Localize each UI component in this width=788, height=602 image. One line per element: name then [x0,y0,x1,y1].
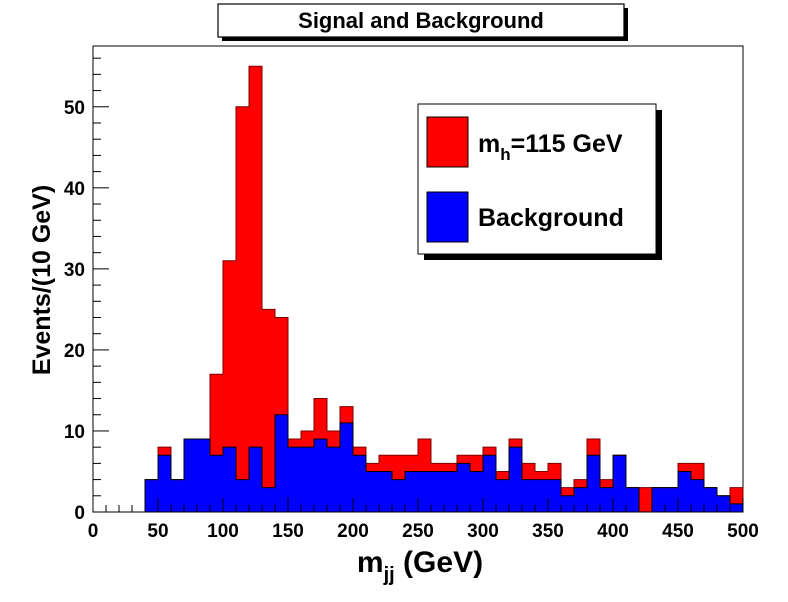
signal-bar [236,106,249,513]
background-bar [184,439,197,512]
background-bars [145,414,743,512]
x-tick-label: 450 [662,521,694,542]
title-box: Signal and Background [217,3,628,41]
background-bar [392,479,405,512]
background-bar [444,471,457,512]
background-bar [301,447,314,512]
background-bar [353,455,366,512]
x-tick-label: 350 [532,521,564,542]
legend: mh=115 GeV Background [417,103,662,260]
background-bar [717,495,730,512]
x-tick-label: 250 [402,521,434,542]
y-tick-label: 20 [64,341,85,362]
legend-label-signal-main: m [478,130,500,158]
background-bar [405,471,418,512]
title-box-frame [217,3,625,38]
background-bar [340,422,353,512]
background-bar [145,479,158,512]
background-bar [418,471,431,512]
background-bar [691,479,704,512]
x-tick-label: 400 [597,521,629,542]
x-axis-label-subscript: jj [383,564,395,586]
background-bar [327,447,340,512]
legend-swatch-background [426,191,469,243]
x-tick-label: 200 [337,521,369,542]
x-tick-label: 50 [147,521,168,542]
y-axis-label: Events/(10 GeV) [28,185,56,375]
y-tick-label: 0 [74,503,85,524]
background-bar [665,487,678,512]
y-axis: 0 10 20 30 40 50 [64,46,109,524]
x-tick-label: 100 [207,521,239,542]
background-bar [496,479,509,512]
background-bar [275,414,288,512]
x-axis-label-main: m [357,546,384,579]
y-tick-label: 30 [64,260,85,281]
legend-label-signal-subscript: h [500,145,510,164]
x-axis-label: mjj (GeV) [357,546,483,586]
background-bar [535,479,548,512]
background-bar [236,479,249,512]
signal-bar [262,309,275,512]
y-tick-label: 10 [64,422,85,443]
x-tick-label: 0 [88,521,99,542]
x-tick-label: 300 [467,521,499,542]
y-tick-label: 40 [64,179,85,200]
background-bar [704,487,717,512]
legend-label-signal: mh=115 GeV [478,130,623,164]
background-bar [223,447,236,512]
background-bar [509,447,522,512]
chart-title: Signal and Background [298,8,544,33]
background-bar [379,471,392,512]
background-bar [431,471,444,512]
background-bar [197,439,210,512]
background-bar [730,503,743,512]
background-bar [158,455,171,512]
background-bar [249,447,262,512]
background-bar [613,455,626,512]
background-bar [366,471,379,512]
background-bar [483,455,496,512]
background-bar [288,447,301,512]
background-bar [678,471,691,512]
background-bar [470,471,483,512]
background-bar [626,487,639,512]
x-axis: 0 50 100 150 200 250 300 350 400 450 500 [88,498,759,542]
x-tick-label: 150 [272,521,304,542]
background-bar [522,479,535,512]
legend-swatch-signal [426,116,469,168]
background-bar [600,487,613,512]
background-bar [652,487,665,512]
x-tick-label: 500 [727,521,759,542]
legend-label-background: Background [478,204,624,232]
background-bar [587,455,600,512]
background-bar [171,479,184,512]
signal-bar [639,487,652,512]
background-bar [314,439,327,512]
signal-bar [249,66,262,513]
legend-label-signal-rest: =115 GeV [511,130,623,158]
background-bar [561,495,574,512]
background-bar [262,487,275,512]
background-bar [210,455,223,512]
background-bar [574,487,587,512]
y-tick-label: 50 [64,98,85,119]
background-bar [457,463,470,512]
x-axis-label-unit: (GeV) [395,546,483,579]
background-bar [548,479,561,512]
